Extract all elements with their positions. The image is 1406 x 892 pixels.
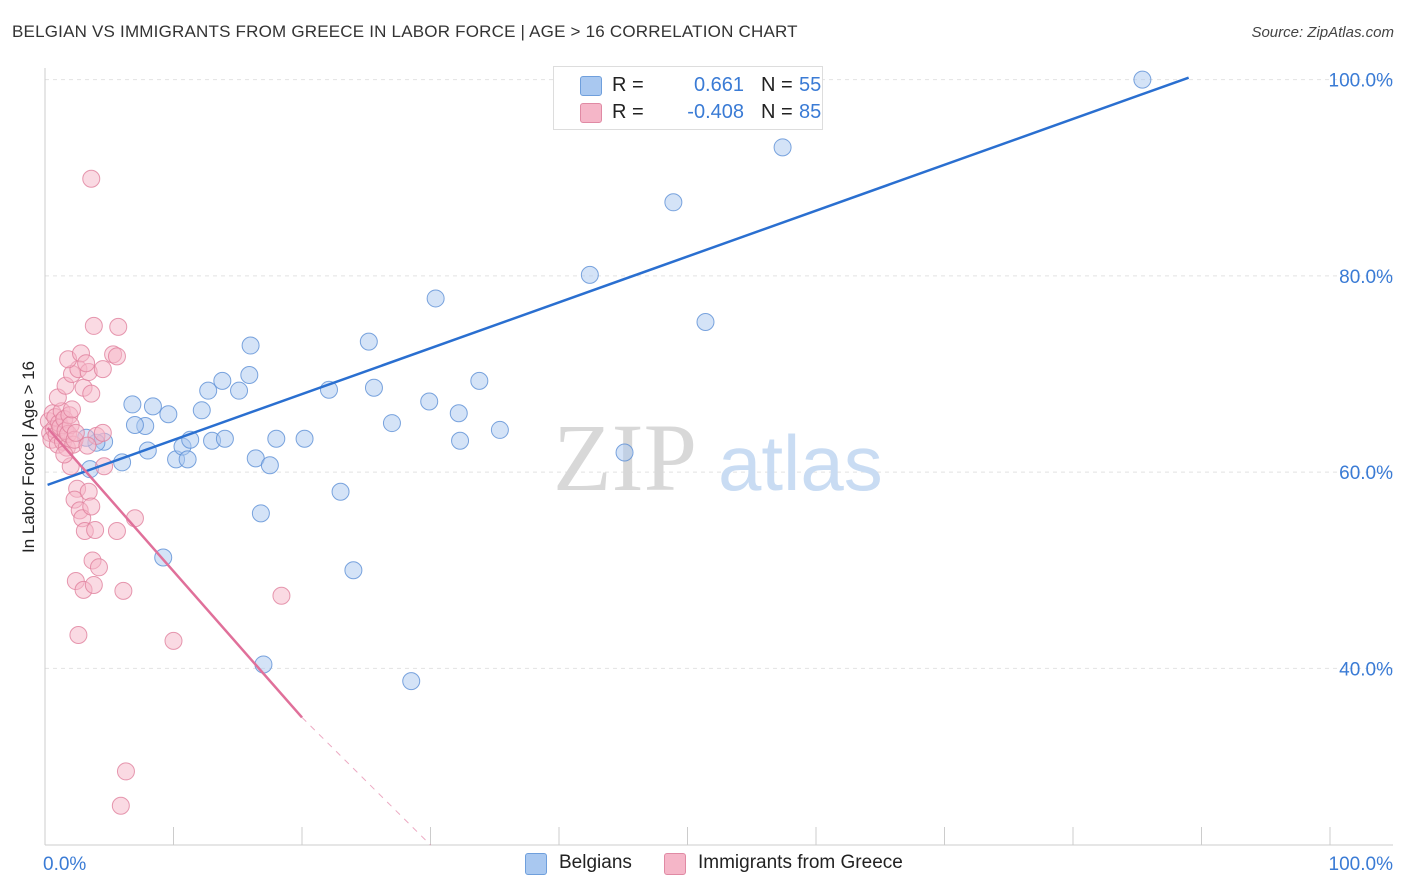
belgian-point — [295, 429, 314, 448]
greece-point — [89, 558, 108, 577]
legend-n-label: N = — [761, 101, 793, 123]
y-tick-label: 60.0% — [1339, 463, 1393, 484]
greece-point — [82, 497, 101, 516]
greece-point — [79, 482, 98, 501]
belgian-point — [123, 395, 142, 414]
greece-point — [62, 400, 81, 419]
belgian-point — [125, 416, 144, 435]
belgian-point — [696, 312, 715, 331]
greece-point — [111, 796, 130, 815]
y-tick-label: 100.0% — [1329, 71, 1394, 92]
watermark-atlas: atlas — [718, 419, 883, 507]
greece-point — [84, 575, 103, 594]
belgian-point — [402, 672, 421, 691]
legend-r-label: R = — [612, 101, 644, 123]
belgian-point — [426, 289, 445, 308]
belgian-point — [260, 456, 279, 475]
belgian-point — [773, 138, 792, 157]
legend-box: R = 0.661 N = 55 R = -0.408 N = 85 — [553, 66, 823, 130]
belgian-point — [251, 504, 270, 523]
belgian-point — [382, 414, 401, 433]
greece-point — [107, 522, 126, 540]
greece-point — [125, 509, 144, 528]
greece-point — [116, 762, 135, 781]
greece-point — [86, 521, 105, 540]
legend-r-value: -0.408 — [687, 101, 744, 123]
bottom-legend-label: Belgians — [559, 852, 632, 873]
greece-point — [77, 354, 96, 373]
greece-point — [114, 581, 133, 600]
trend-line-belgians — [47, 76, 1190, 487]
greece-point — [109, 317, 128, 336]
belgian-point — [230, 381, 249, 400]
belgian-point — [615, 443, 634, 462]
belgian-point — [199, 381, 218, 400]
legend-n-value: 85 — [799, 101, 822, 123]
legend-r-value: 0.661 — [693, 74, 744, 96]
bottom-legend-label: Immigrants from Greece — [698, 852, 903, 873]
axes — [44, 68, 1393, 846]
series-belgians — [77, 70, 1152, 691]
greece-point — [69, 626, 88, 645]
x-tick-label: 0.0% — [43, 854, 86, 875]
belgian-point — [240, 365, 259, 384]
belgian-point — [364, 378, 383, 397]
bottom-legend-swatch-blue — [525, 853, 547, 875]
belgian-point — [178, 450, 197, 469]
greece-point — [78, 436, 97, 455]
trend-line-greece — [46, 427, 303, 719]
greece-point — [82, 169, 101, 188]
y-tick-label: 80.0% — [1339, 267, 1393, 288]
belgian-point — [1133, 70, 1152, 89]
x-tick-label: 100.0% — [1329, 854, 1394, 875]
legend-n-label: N = — [761, 74, 793, 96]
greece-point — [93, 423, 112, 442]
y-tick-label: 40.0% — [1339, 659, 1393, 680]
y-axis-title: In Labor Force | Age > 16 — [19, 361, 38, 553]
trend-lines — [46, 76, 1190, 846]
belgian-point — [451, 431, 470, 450]
greece-point — [66, 423, 85, 442]
belgian-point — [331, 482, 350, 501]
belgian-point — [159, 405, 178, 424]
belgian-point — [449, 404, 468, 423]
belgian-point — [470, 371, 489, 390]
series-greece — [39, 169, 291, 815]
belgian-point — [215, 429, 234, 448]
greece-point — [164, 631, 183, 650]
belgian-point — [241, 336, 260, 355]
bottom-legend-swatch-pink — [664, 853, 686, 875]
tick-labels: 40.0% 60.0% 80.0% 100.0% 0.0% 100.0% — [43, 71, 1393, 875]
belgian-point — [192, 401, 211, 420]
greece-point — [82, 384, 101, 403]
legend-swatch-blue — [580, 76, 602, 96]
data-points — [39, 70, 1152, 815]
belgian-point — [580, 265, 599, 284]
greece-point — [84, 316, 103, 335]
belgian-point — [344, 561, 363, 580]
greece-point — [107, 347, 126, 366]
belgian-point — [143, 397, 162, 416]
legend-r-label: R = — [612, 74, 644, 96]
legend-n-value: 55 — [799, 74, 822, 96]
belgian-point — [213, 371, 232, 390]
legend-swatch-pink — [580, 103, 602, 123]
belgian-point — [254, 655, 273, 674]
belgian-point — [267, 429, 286, 448]
greece-point — [93, 360, 112, 379]
belgian-point — [359, 332, 378, 351]
belgian-point — [490, 420, 509, 439]
belgian-point — [420, 392, 439, 411]
belgian-point — [664, 193, 683, 212]
greece-point — [272, 586, 291, 605]
chart-title: BELGIAN VS IMMIGRANTS FROM GREECE IN LAB… — [12, 22, 798, 41]
trend-line-greece-extension — [301, 717, 431, 846]
source-label: Source: ZipAtlas.com — [1251, 24, 1394, 41]
